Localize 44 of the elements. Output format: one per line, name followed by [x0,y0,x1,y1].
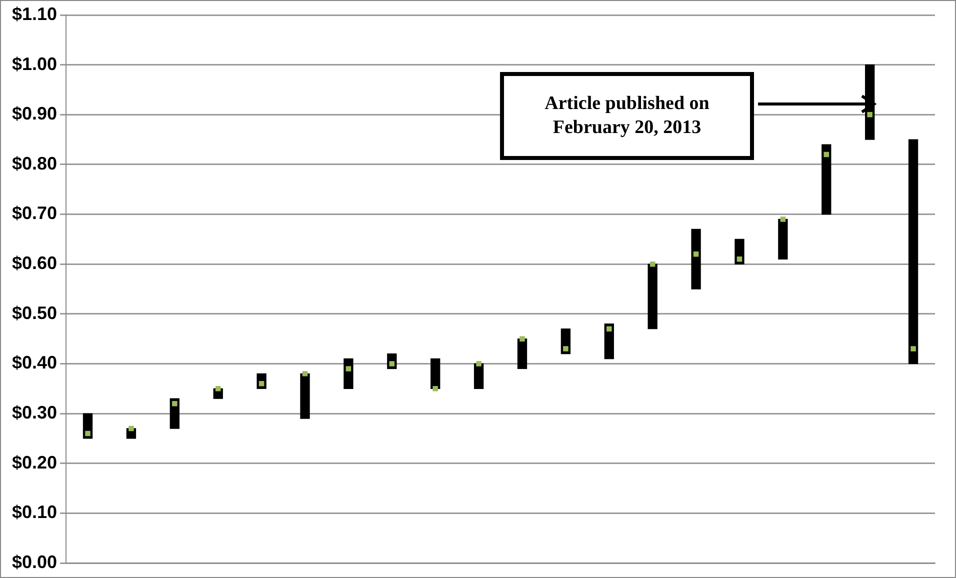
point [780,216,786,222]
point [476,361,482,366]
bar [778,218,788,260]
bar [517,338,528,370]
point [606,326,612,332]
point [128,426,134,432]
bar [474,363,484,389]
point [650,261,656,267]
y-tick-label: $0.30 [12,402,58,423]
point [346,366,352,372]
y-tick-label: $0.80 [12,153,58,174]
bar [822,144,832,215]
point [520,336,525,342]
bar [344,358,354,389]
bar [734,238,744,264]
point [302,371,308,376]
bar [170,398,180,429]
point [172,400,178,406]
y-tick-label: $0.10 [12,502,58,522]
bar [604,324,614,360]
bar [691,228,701,290]
y-tick-label: $0.00 [12,552,58,572]
callout-box: Article published on February 20, 2013 [500,72,754,160]
bar [430,358,440,389]
y-tick-label: $0.60 [12,253,58,274]
point [910,346,916,352]
y-tick-label: $0.20 [12,452,58,472]
point [824,152,829,158]
bar [908,139,918,364]
bar [648,264,658,330]
point [85,430,90,436]
point [867,112,872,118]
point [432,386,438,392]
y-tick-label: $0.70 [12,203,58,224]
y-tick-label: $0.40 [12,352,58,373]
y-tick-label: $1.10 [12,4,58,24]
bar [300,373,310,419]
point [693,252,699,257]
point [736,256,742,262]
y-tick-label: $1.00 [12,54,58,74]
point [563,346,568,352]
y-tick-label: $0.50 [12,302,58,323]
point [215,386,221,392]
y-tick-label: $0.90 [12,104,58,124]
